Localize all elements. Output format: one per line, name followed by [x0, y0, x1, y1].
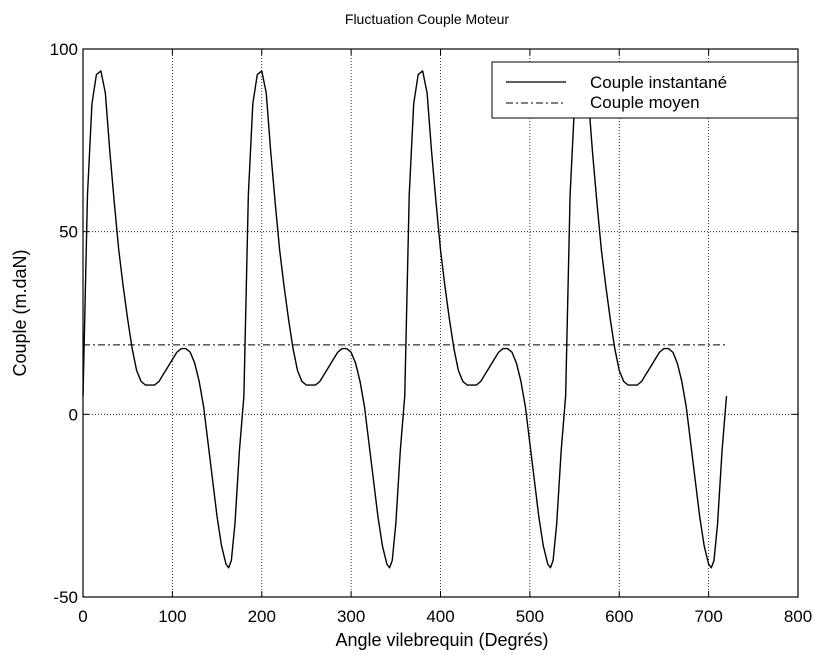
legend: Couple instantané Couple moyen [491, 61, 799, 119]
y-tick-label: -50 [53, 588, 78, 607]
x-tick-label: 200 [248, 607, 276, 626]
ticks [82, 48, 799, 598]
legend-label-moyen: Couple moyen [590, 93, 700, 112]
x-tick-label: 0 [78, 607, 87, 626]
chart-title: Fluctuation Couple Moteur [345, 11, 510, 27]
x-tick-label: 700 [694, 607, 722, 626]
legend-box [491, 61, 799, 119]
series-line-couple-instantane [82, 70, 728, 569]
y-axis-label: Couple (m.daN) [10, 249, 30, 376]
series-layer [82, 70, 728, 569]
x-tick-label: 600 [605, 607, 633, 626]
grid [83, 49, 798, 597]
x-tick-label: 800 [784, 607, 812, 626]
x-tick-label: 100 [158, 607, 186, 626]
x-axis-label: Angle vilebrequin (Degrés) [335, 630, 548, 650]
x-tick-label: 400 [426, 607, 454, 626]
y-tick-label: 100 [50, 40, 78, 59]
x-tick-label: 300 [337, 607, 365, 626]
y-tick-label: 50 [59, 223, 78, 242]
x-tick-label: 500 [516, 607, 544, 626]
y-tick-label: 0 [69, 405, 78, 424]
legend-label-instantane: Couple instantané [590, 73, 727, 92]
